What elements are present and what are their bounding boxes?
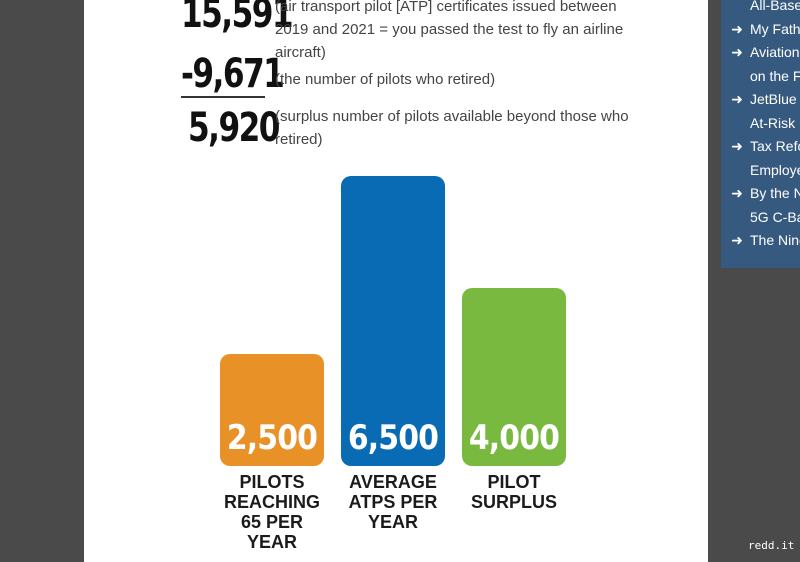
- bar-value-label: 4,000: [468, 418, 560, 458]
- arrow-right-icon: ➜: [731, 44, 743, 60]
- bar-3: 4,000: [462, 288, 566, 466]
- bar-1: 2,500: [220, 354, 324, 466]
- bar-value-label: 2,500: [226, 418, 318, 458]
- arrow-right-icon: ➜: [731, 232, 743, 248]
- sidebar-link-label: The Nine: [750, 232, 800, 248]
- article-content: 15,591 (air transport pilot [ATP] certif…: [84, 0, 708, 562]
- stat-desc-retired: (the number of pilots who retired): [275, 71, 496, 88]
- sidebar-link-label: 5G C-Ba: [750, 208, 800, 225]
- arrow-right-icon: ➜: [731, 185, 743, 201]
- bar-category-label: PILOTS REACHING 65 PER YEAR: [223, 472, 320, 552]
- arrow-right-icon: ➜: [731, 138, 743, 154]
- stat-desc-atp-certificates: (air transport pilot [ATP] certificates …: [275, 0, 624, 61]
- stat-number-retired: -9,671: [181, 51, 285, 97]
- sidebar-link-label: Tax Refo: [750, 138, 800, 154]
- sidebar-link-label: Employe: [750, 161, 800, 178]
- arrow-right-icon: ➜: [731, 91, 743, 107]
- sidebar-link-label: At-Risk: [750, 114, 796, 131]
- bar-category-label: PILOT SURPLUS: [470, 472, 557, 512]
- sidebar-link-label: All-Base: [750, 0, 800, 13]
- stat-number-surplus: 5,920: [188, 105, 280, 151]
- sum-divider: [181, 96, 265, 98]
- sidebar-link-label: My Fath: [750, 20, 800, 37]
- stat-desc-surplus: (surplus number of pilots available beyo…: [275, 108, 629, 148]
- bar-category-label: AVERAGE ATPS PER YEAR: [348, 472, 438, 532]
- bar-value-label: 6,500: [347, 418, 439, 458]
- arrow-right-icon: ➜: [731, 20, 743, 37]
- bar-2: 6,500: [341, 176, 445, 466]
- sidebar-related-links: All-Base ➜ My Fath ➜ Aviation on the F ➜ JetBlu…: [721, 0, 800, 268]
- sidebar-link-label: By the N: [750, 185, 800, 201]
- sidebar-link-label: JetBlue: [750, 91, 797, 107]
- sidebar-link-label: Aviation: [750, 44, 800, 60]
- pilot-bar-chart: 2,500 PILOTS REACHING 65 PER YEAR 6,500 AVE…: [84, 0, 708, 562]
- source-credit: redd.it: [748, 539, 795, 552]
- stat-number-atp-certificates: 15,591: [181, 0, 294, 37]
- sidebar-link-label: on the F: [750, 67, 800, 84]
